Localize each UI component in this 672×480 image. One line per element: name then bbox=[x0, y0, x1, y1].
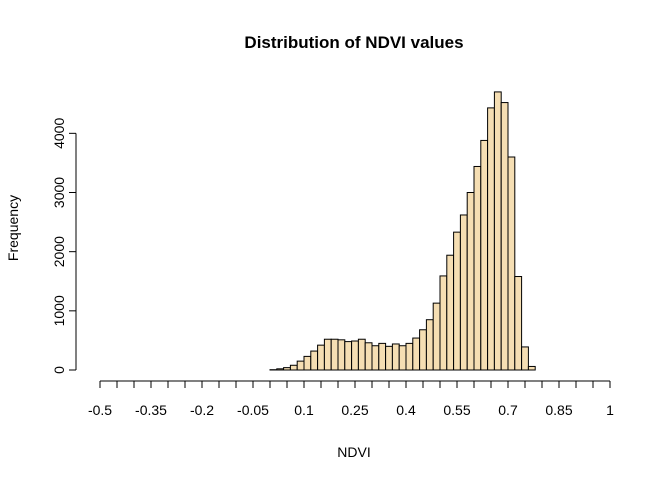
histogram-bar bbox=[500, 102, 509, 371]
histogram-bar bbox=[493, 91, 502, 371]
histogram-bar bbox=[527, 365, 536, 371]
histogram-bar bbox=[276, 368, 285, 371]
y-tick-label: 2000 bbox=[51, 236, 67, 267]
x-tick-label: 0.55 bbox=[443, 402, 470, 418]
histogram-bar bbox=[310, 350, 319, 371]
y-tick-label: 3000 bbox=[51, 177, 67, 208]
histogram-bar bbox=[303, 355, 312, 371]
x-tick-label: -0.5 bbox=[88, 402, 112, 418]
histogram-bar bbox=[459, 214, 468, 371]
histogram-bar bbox=[378, 342, 387, 371]
histogram-bar bbox=[466, 192, 475, 371]
histogram-bar bbox=[453, 231, 461, 371]
bars-group bbox=[269, 91, 536, 371]
histogram-bar bbox=[425, 319, 434, 371]
y-tick-label: 0 bbox=[51, 366, 67, 374]
x-axis-label: NDVI bbox=[337, 444, 370, 460]
histogram-bar bbox=[487, 107, 495, 371]
histogram-bar bbox=[412, 337, 421, 371]
histogram-bar bbox=[351, 340, 359, 371]
x-tick-label: 0.4 bbox=[396, 402, 416, 418]
histogram-bar bbox=[446, 254, 455, 371]
x-tick-label: 1 bbox=[606, 402, 614, 418]
histogram-bar bbox=[371, 345, 380, 371]
histogram-bar bbox=[337, 339, 346, 371]
x-tick-label: 0.1 bbox=[294, 402, 314, 418]
histogram-bar bbox=[357, 338, 366, 371]
histogram-bar bbox=[323, 338, 332, 371]
y-tick-label: 1000 bbox=[51, 295, 67, 326]
histogram-bar bbox=[480, 139, 489, 371]
histogram-bar bbox=[405, 342, 414, 371]
histogram-bar bbox=[419, 329, 427, 371]
y-axis-label: Frequency bbox=[5, 195, 21, 261]
histogram-bar bbox=[289, 364, 298, 371]
histogram-bar bbox=[283, 367, 291, 371]
x-tick-label: -0.35 bbox=[135, 402, 167, 418]
chart-title: Distribution of NDVI values bbox=[244, 33, 463, 52]
y-tick-label: 4000 bbox=[51, 118, 67, 149]
histogram-bar bbox=[330, 338, 339, 371]
histogram-bar bbox=[391, 343, 400, 371]
histogram-bar bbox=[398, 345, 407, 371]
x-tick-label: 0.7 bbox=[498, 402, 518, 418]
x-tick-label: -0.2 bbox=[190, 402, 214, 418]
histogram-bar bbox=[507, 156, 516, 371]
histogram-bar bbox=[385, 345, 393, 371]
x-tick-label: -0.05 bbox=[237, 402, 269, 418]
histogram-bar bbox=[344, 341, 353, 371]
histogram-bar bbox=[521, 346, 529, 371]
histogram-bar bbox=[296, 360, 305, 371]
histogram-bar bbox=[473, 165, 482, 371]
histogram-bar bbox=[364, 342, 373, 371]
x-axis: -0.5 -0.35 -0.2 -0.05 0.1 0.25 0.4 0.55 0.7 0.85 1 bbox=[88, 380, 614, 418]
histogram-bar bbox=[317, 344, 325, 371]
y-axis: 0 1000 2000 3000 4000 bbox=[51, 118, 77, 374]
x-tick-label: 0.25 bbox=[341, 402, 368, 418]
x-tick-label: 0.85 bbox=[545, 402, 572, 418]
histogram-bar bbox=[439, 275, 448, 371]
histogram-bar bbox=[432, 302, 441, 371]
histogram-bar bbox=[514, 276, 523, 371]
